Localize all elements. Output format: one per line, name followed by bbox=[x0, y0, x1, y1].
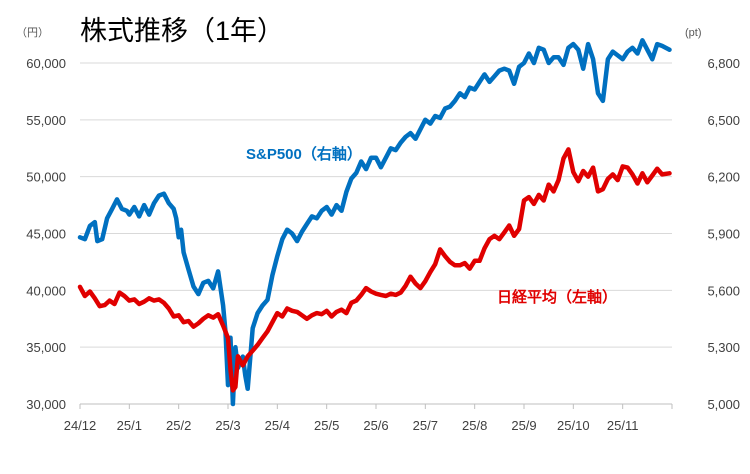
x-tick-label: 25/5 bbox=[314, 418, 339, 433]
chart-title: 株式推移（1年） bbox=[80, 16, 284, 46]
left-tick-label: 40,000 bbox=[26, 283, 66, 298]
nikkei-line bbox=[77, 147, 672, 393]
left-tick-label: 60,000 bbox=[26, 56, 66, 71]
series-layer bbox=[77, 38, 672, 407]
right-axis-unit: (pt) bbox=[685, 27, 702, 39]
x-tick-label: 24/12 bbox=[64, 418, 97, 433]
x-tick-label: 25/7 bbox=[413, 418, 438, 433]
x-tick-label: 25/2 bbox=[166, 418, 191, 433]
right-tick-label: 6,500 bbox=[707, 113, 740, 128]
x-tick-label: 25/11 bbox=[607, 418, 639, 433]
right-tick-label: 5,300 bbox=[707, 340, 740, 355]
x-tick-label: 25/3 bbox=[215, 418, 240, 433]
x-tick-label: 25/4 bbox=[265, 418, 290, 433]
x-tick-label: 25/6 bbox=[363, 418, 388, 433]
x-tick-label: 25/1 bbox=[117, 418, 142, 433]
left-tick-label: 50,000 bbox=[26, 170, 66, 185]
right-tick-label: 6,200 bbox=[707, 170, 740, 185]
x-tick-label: 25/8 bbox=[462, 418, 487, 433]
right-tick-label: 5,600 bbox=[707, 283, 740, 298]
nikkei-label: 日経平均（左軸） bbox=[497, 288, 617, 306]
right-tick-label: 5,900 bbox=[707, 227, 740, 242]
left-tick-label: 55,000 bbox=[26, 113, 66, 128]
left-tick-label: 35,000 bbox=[26, 340, 66, 355]
left-axis-unit: （円） bbox=[16, 26, 49, 39]
right-tick-label: 5,000 bbox=[707, 397, 740, 412]
left-axis-ticks: 30,000 35,000 40,000 45,000 50,000 55,000 60,0… bbox=[26, 56, 66, 412]
x-tick-label: 25/9 bbox=[511, 418, 536, 433]
left-tick-label: 45,000 bbox=[26, 227, 66, 242]
right-axis-ticks: 5,000 5,300 5,600 5,900 6,200 6,500 6,800 bbox=[707, 56, 740, 412]
x-tick-label: 25/10 bbox=[557, 418, 590, 433]
x-axis-ticks: 24/12 25/1 25/2 25/3 25/4 25/5 25/6 25/7 25/8 25/… bbox=[64, 404, 673, 433]
sp500-label: S&P500（右軸） bbox=[246, 145, 362, 163]
left-tick-label: 30,000 bbox=[26, 397, 66, 412]
sp500-line bbox=[77, 38, 672, 407]
right-tick-label: 6,800 bbox=[707, 56, 740, 71]
